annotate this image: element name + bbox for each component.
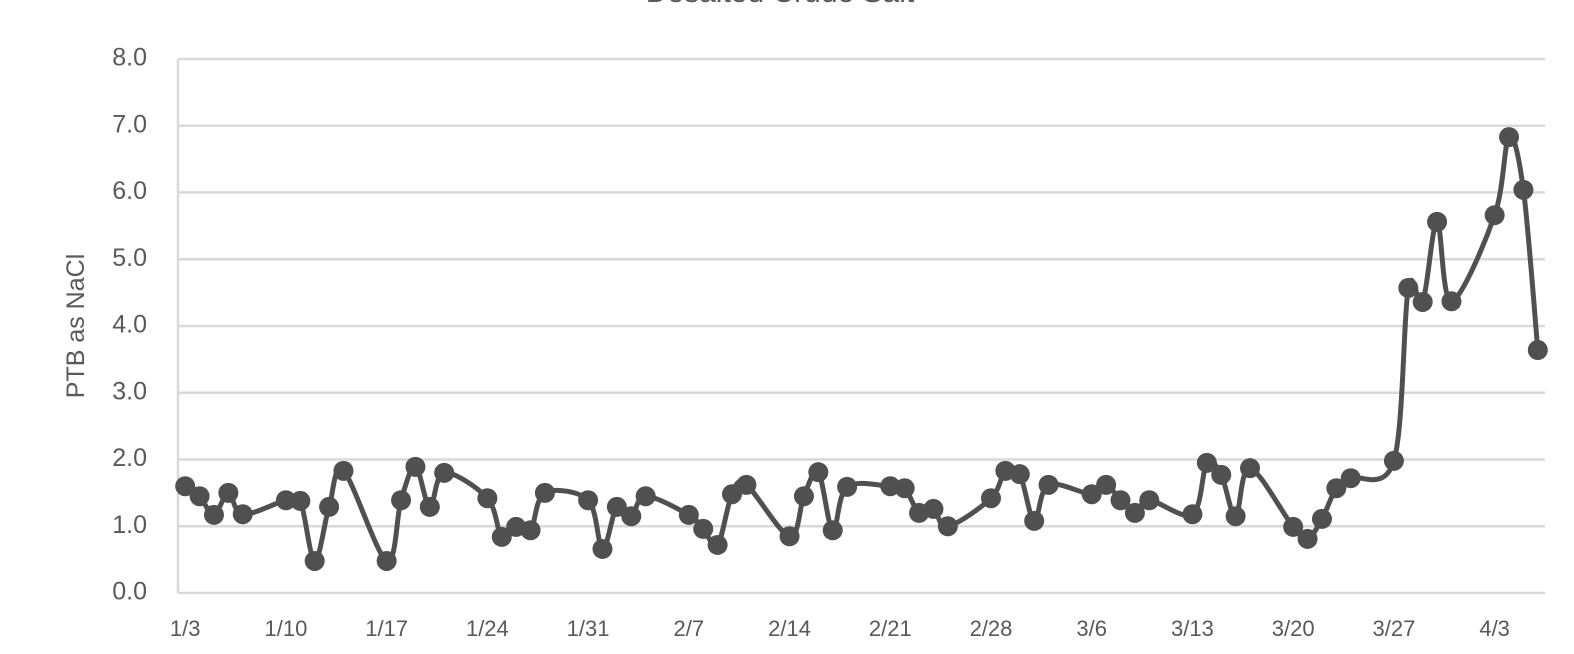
data-point xyxy=(1038,474,1059,495)
data-point xyxy=(937,516,958,537)
x-tick-label: 4/3 xyxy=(1479,616,1510,641)
data-point xyxy=(405,456,426,477)
data-point xyxy=(736,474,757,495)
data-point xyxy=(1225,506,1246,527)
data-point xyxy=(1009,464,1030,485)
data-point xyxy=(621,506,642,527)
x-tick-label: 2/21 xyxy=(869,616,912,641)
x-tick-label: 3/13 xyxy=(1171,616,1214,641)
data-point xyxy=(1182,504,1203,525)
data-point xyxy=(1110,490,1131,511)
data-point xyxy=(175,476,196,497)
data-point xyxy=(837,476,858,497)
x-tick-label: 1/31 xyxy=(567,616,610,641)
data-point xyxy=(1311,508,1332,529)
x-tick-label: 2/14 xyxy=(768,616,811,641)
data-point xyxy=(693,518,714,539)
data-point xyxy=(1096,474,1117,495)
data-point xyxy=(1326,478,1347,499)
data-point xyxy=(290,490,311,511)
x-tick-label: 3/20 xyxy=(1272,616,1315,641)
x-tick-label: 1/3 xyxy=(170,616,201,641)
data-point xyxy=(319,496,340,517)
data-point xyxy=(1297,528,1318,549)
data-point xyxy=(1211,464,1232,485)
data-point xyxy=(419,496,440,517)
data-point xyxy=(1441,291,1462,312)
data-point xyxy=(606,496,627,517)
data-point xyxy=(1081,484,1102,505)
data-point xyxy=(232,504,253,525)
data-point xyxy=(707,534,728,555)
data-point xyxy=(1139,490,1160,511)
data-point xyxy=(534,482,555,503)
data-point xyxy=(721,484,742,505)
data-point xyxy=(981,488,1002,509)
data-point xyxy=(1513,179,1534,200)
data-point xyxy=(635,486,656,507)
data-point xyxy=(434,462,455,483)
data-point xyxy=(218,482,239,503)
data-point xyxy=(923,498,944,519)
data-point xyxy=(1124,502,1145,523)
data-point xyxy=(592,538,613,559)
y-tick-label: 2.0 xyxy=(112,444,147,472)
data-point xyxy=(491,526,512,547)
data-point xyxy=(304,550,325,571)
data-point xyxy=(808,462,829,483)
y-tick-label: 4.0 xyxy=(112,311,147,339)
data-point xyxy=(1412,291,1433,312)
data-point xyxy=(779,526,800,547)
x-tick-label: 3/27 xyxy=(1372,616,1415,641)
data-point xyxy=(333,460,354,481)
data-point xyxy=(1527,340,1548,361)
y-tick-label: 0.0 xyxy=(112,578,147,606)
data-point xyxy=(1240,458,1261,479)
y-tick-label: 1.0 xyxy=(112,511,147,539)
data-point xyxy=(203,504,224,525)
chart-title: Desalted Crude Salt xyxy=(646,0,915,9)
data-point xyxy=(678,504,699,525)
x-tick-label: 1/10 xyxy=(265,616,308,641)
x-tick-label: 2/7 xyxy=(674,616,705,641)
data-point xyxy=(1427,211,1448,232)
y-tick-label: 7.0 xyxy=(112,110,147,138)
y-axis-label: PTB as NaCl xyxy=(62,254,90,398)
y-tick-label: 8.0 xyxy=(112,44,147,72)
data-point xyxy=(477,488,498,509)
y-tick-label: 3.0 xyxy=(112,377,147,405)
data-point xyxy=(1484,205,1505,226)
data-point xyxy=(1340,468,1361,489)
y-tick-label: 6.0 xyxy=(112,177,147,205)
data-point xyxy=(520,520,541,541)
data-point xyxy=(376,550,397,571)
data-point xyxy=(1499,127,1520,148)
data-point xyxy=(391,490,412,511)
x-tick-label: 1/24 xyxy=(466,616,509,641)
x-tick-label: 2/28 xyxy=(970,616,1013,641)
data-point xyxy=(578,490,599,511)
data-point xyxy=(1283,516,1304,537)
data-point xyxy=(894,478,915,499)
y-tick-label: 5.0 xyxy=(112,244,147,272)
data-point xyxy=(793,486,814,507)
data-point xyxy=(189,486,210,507)
x-tick-label: 1/17 xyxy=(365,616,408,641)
data-point xyxy=(822,520,843,541)
data-point xyxy=(275,490,296,511)
x-tick-label: 3/6 xyxy=(1076,616,1107,641)
data-point xyxy=(1398,277,1419,298)
data-point xyxy=(1383,450,1404,471)
data-point xyxy=(1024,510,1045,531)
data-point xyxy=(1196,452,1217,473)
